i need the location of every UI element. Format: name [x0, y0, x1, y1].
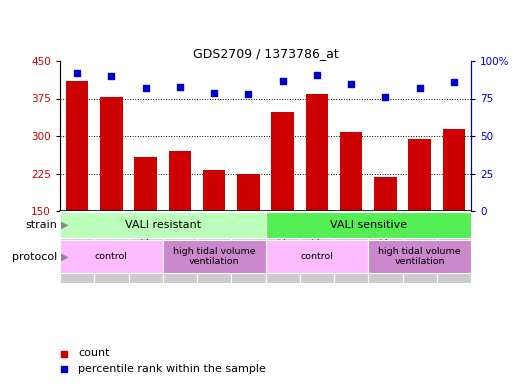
Bar	[374, 177, 397, 286]
Bar	[368, 211, 403, 283]
Bar	[60, 211, 94, 283]
Point	[299, 290, 307, 296]
Text: GSM162923: GSM162923	[381, 217, 390, 268]
Text: GSM162921: GSM162921	[210, 217, 219, 267]
Text: VALI sensitive: VALI sensitive	[330, 220, 407, 230]
Text: strain: strain	[26, 220, 57, 230]
Text: GSM162915: GSM162915	[107, 217, 116, 267]
Text: control: control	[95, 252, 128, 261]
Point	[279, 78, 287, 84]
Text: high tidal volume
ventilation: high tidal volume ventilation	[378, 247, 461, 266]
Bar	[237, 174, 260, 286]
Bar	[443, 129, 465, 286]
Text: VALI resistant: VALI resistant	[125, 220, 201, 230]
Point	[244, 91, 252, 97]
Bar	[266, 211, 300, 283]
Bar	[306, 93, 328, 286]
Bar	[408, 139, 431, 286]
Point	[450, 79, 458, 85]
Text: percentile rank within the sample: percentile rank within the sample	[78, 364, 266, 374]
Point	[73, 70, 81, 76]
Bar	[100, 97, 123, 286]
Bar	[266, 240, 368, 273]
Bar	[128, 211, 163, 283]
Bar	[437, 211, 471, 283]
Title: GDS2709 / 1373786_at: GDS2709 / 1373786_at	[192, 47, 339, 60]
Point	[381, 94, 389, 100]
Point	[210, 89, 218, 96]
Text: GSM162917: GSM162917	[278, 217, 287, 268]
Bar	[169, 151, 191, 286]
Text: GSM162924: GSM162924	[415, 217, 424, 267]
Text: GSM162916: GSM162916	[141, 217, 150, 268]
Point	[347, 80, 355, 86]
Bar	[271, 112, 294, 286]
Bar	[300, 211, 334, 283]
Text: ▶: ▶	[61, 252, 69, 262]
Bar	[266, 212, 471, 238]
Bar	[334, 211, 368, 283]
Text: count: count	[78, 349, 110, 359]
Bar	[60, 240, 163, 273]
Bar	[197, 211, 231, 283]
Text: GSM162919: GSM162919	[347, 217, 356, 267]
Bar	[94, 211, 128, 283]
Bar	[66, 81, 88, 286]
Bar	[231, 211, 266, 283]
Bar	[203, 170, 225, 286]
Bar	[163, 240, 266, 273]
Point	[142, 85, 150, 91]
Text: protocol: protocol	[12, 252, 57, 262]
Bar	[134, 157, 157, 286]
Point	[107, 73, 115, 79]
Text: GSM162920: GSM162920	[175, 217, 184, 267]
Text: GSM162922: GSM162922	[244, 217, 253, 267]
Bar	[340, 132, 362, 286]
Point	[313, 71, 321, 78]
Bar	[60, 212, 266, 238]
Point	[176, 83, 184, 89]
Text: high tidal volume
ventilation: high tidal volume ventilation	[173, 247, 255, 266]
Text: ▶: ▶	[61, 220, 69, 230]
Bar	[403, 211, 437, 283]
Bar	[163, 211, 197, 283]
Text: GSM162918: GSM162918	[312, 217, 321, 268]
Text: control: control	[301, 252, 333, 261]
Text: GSM162925: GSM162925	[449, 217, 459, 267]
Bar	[368, 240, 471, 273]
Point	[299, 153, 307, 159]
Point	[416, 85, 424, 91]
Text: GSM162914: GSM162914	[73, 217, 82, 267]
